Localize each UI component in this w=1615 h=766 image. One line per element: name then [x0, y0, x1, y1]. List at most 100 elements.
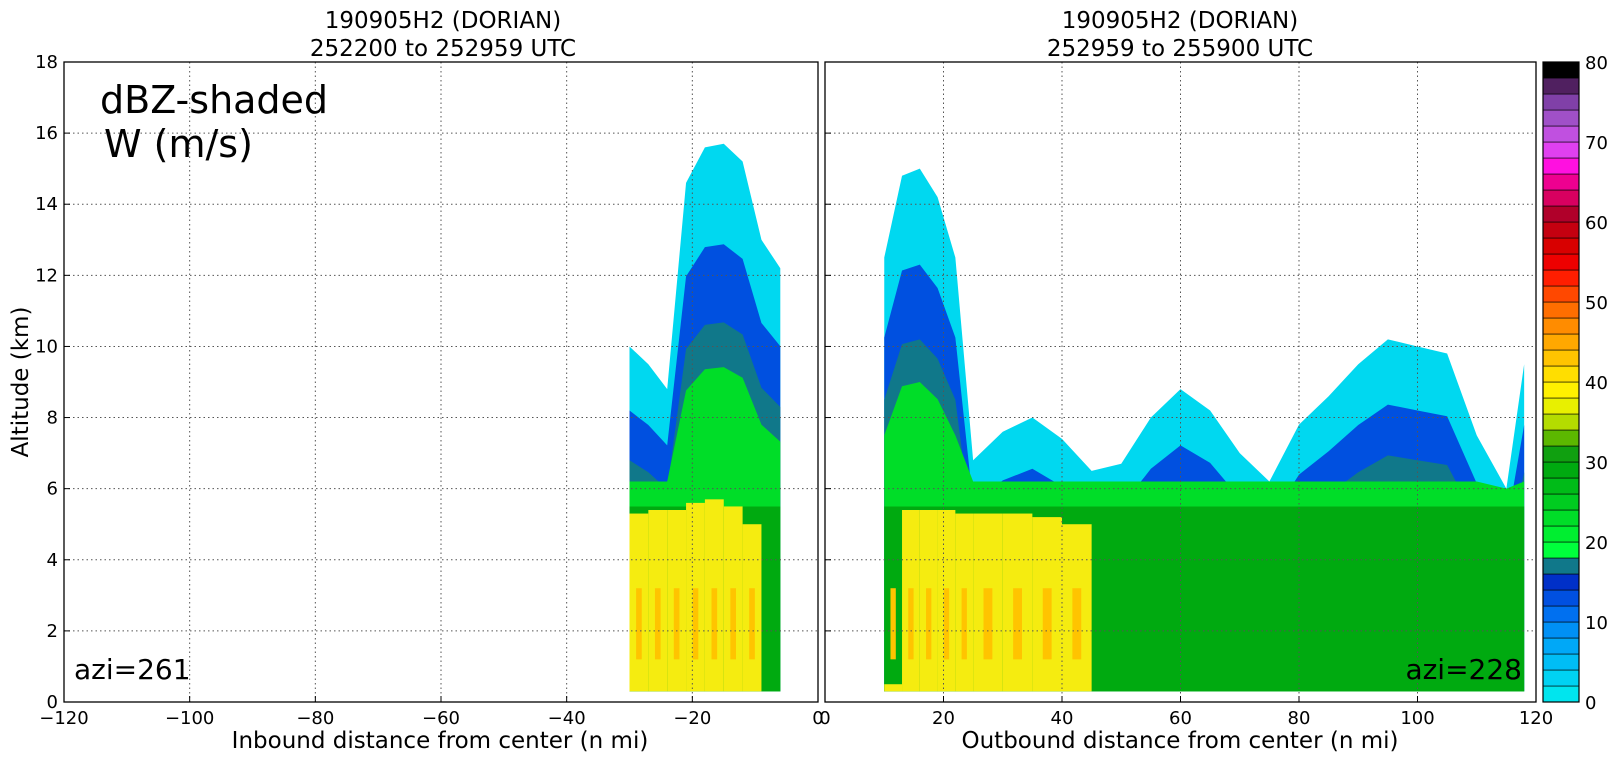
colorbar-tick-label: 60	[1585, 213, 1608, 234]
ytick-label: 18	[35, 52, 58, 73]
left-core-cell	[673, 588, 680, 660]
right-core-cell	[926, 588, 932, 660]
left-xtick-label: −40	[548, 708, 586, 729]
colorbar-swatch	[1542, 637, 1580, 655]
colorbar-swatch	[1542, 669, 1580, 687]
right-core-cell	[983, 588, 993, 660]
left-xtick-label: −80	[296, 708, 334, 729]
right-title-line1: 190905H2 (DORIAN)	[1062, 8, 1299, 34]
left-core-cell	[730, 588, 737, 660]
colorbar-swatch	[1542, 477, 1580, 495]
colorbar-swatch	[1542, 573, 1580, 591]
right-xtick-label: 100	[1400, 708, 1434, 729]
colorbar-swatch	[1542, 317, 1580, 335]
colorbar-frame	[1542, 61, 1580, 703]
colorbar-swatch	[1542, 413, 1580, 431]
right-xtick-label: 120	[1519, 708, 1553, 729]
colorbar-tick-label: 20	[1585, 533, 1608, 554]
left-xtick-label: 0	[812, 708, 823, 729]
colorbar-tick-label: 50	[1585, 293, 1608, 314]
colorbar-swatch	[1542, 301, 1580, 319]
left-title-line1: 190905H2 (DORIAN)	[325, 8, 562, 34]
left-xtick-label: −120	[39, 708, 88, 729]
ytick-label: 2	[47, 621, 58, 642]
right-core-cell	[961, 588, 967, 660]
colorbar-tick-label: 40	[1585, 373, 1608, 394]
right-core-cell	[890, 588, 896, 660]
colorbar-swatch	[1542, 349, 1580, 367]
colorbar-swatch	[1542, 589, 1580, 607]
ytick-label: 14	[35, 194, 58, 215]
left-xtick-label: −20	[673, 708, 711, 729]
ytick-label: 4	[47, 550, 58, 571]
colorbar-swatch	[1542, 509, 1580, 527]
right-core-cell	[908, 588, 914, 660]
colorbar-swatch	[1542, 157, 1580, 175]
right-xtick-label: 40	[1051, 708, 1074, 729]
ytick-label: 12	[35, 265, 58, 286]
colorbar-swatch	[1542, 285, 1580, 303]
colorbar-swatch	[1542, 461, 1580, 479]
colorbar-swatch	[1542, 397, 1580, 415]
colorbar-tick-label: 0	[1585, 693, 1596, 714]
colorbar-swatch	[1542, 189, 1580, 207]
colorbar-swatch	[1542, 653, 1580, 671]
left-xtick-label: −100	[165, 708, 214, 729]
right-core-cell	[1042, 588, 1052, 660]
right-reflectivity-field	[884, 168, 1525, 692]
right-core-cell	[943, 588, 950, 660]
colorbar-swatch	[1542, 141, 1580, 159]
colorbar-swatch	[1542, 77, 1580, 95]
colorbar-swatch	[1542, 621, 1580, 639]
right-xtick-label: 0	[819, 708, 830, 729]
colorbar-swatch	[1542, 541, 1580, 559]
left-panel: −120 −100 −80 −60 −40 −20 0 0 2 4 6 8 10 12 14 16 18 190…	[8, 8, 824, 754]
azimuth-label-right: azi=228	[1405, 653, 1522, 686]
right-core-cell	[1013, 588, 1023, 660]
colorbar-swatch	[1542, 429, 1580, 447]
colorbar-swatch	[1542, 205, 1580, 223]
left-grid	[64, 62, 818, 702]
colorbar-tick-label: 30	[1585, 453, 1608, 474]
colorbar-swatch	[1542, 525, 1580, 543]
colorbar-swatch	[1542, 109, 1580, 127]
colorbar-swatch	[1542, 493, 1580, 511]
left-xtick-label: −60	[422, 708, 460, 729]
ytick-label: 8	[47, 408, 58, 429]
ytick-label: 16	[35, 123, 58, 144]
left-title-line2: 252200 to 252959 UTC	[310, 36, 576, 62]
right-x-axis-label: Outbound distance from center (n mi)	[962, 728, 1399, 754]
colorbar-swatch	[1542, 445, 1580, 463]
left-core-cell	[654, 588, 661, 660]
right-xtick-label: 20	[932, 708, 955, 729]
right-core-cell	[1072, 588, 1082, 660]
right-panel: 0 20 40 60 80 100 120 190905H2 (DORIAN) 252959…	[819, 8, 1553, 754]
right-high-reflectivity-cell	[884, 684, 903, 692]
colorbar-swatch	[1542, 253, 1580, 271]
left-core-cell	[692, 588, 699, 660]
right-title-line2: 252959 to 255900 UTC	[1047, 36, 1313, 62]
ytick-label: 10	[35, 336, 58, 357]
colorbar-swatch	[1542, 381, 1580, 399]
colorbar-swatch	[1542, 221, 1580, 239]
colorbar-swatch	[1542, 365, 1580, 383]
ytick-label: 0	[47, 692, 58, 713]
colorbar-swatch	[1542, 333, 1580, 351]
ytick-label: 6	[47, 479, 58, 500]
y-axis-label: Altitude (km)	[8, 307, 34, 458]
left-x-axis-label: Inbound distance from center (n mi)	[232, 728, 649, 754]
colorbar-swatch	[1542, 605, 1580, 623]
colorbar-swatch	[1542, 93, 1580, 111]
left-core-cell	[636, 588, 642, 660]
right-grid	[825, 62, 1536, 702]
colorbar-tick-label: 80	[1585, 53, 1608, 74]
colorbar-tick-label: 10	[1585, 613, 1608, 634]
azimuth-label-left: azi=261	[74, 653, 191, 686]
colorbar-tick-label: 70	[1585, 133, 1608, 154]
right-xtick-label: 80	[1288, 708, 1311, 729]
colorbar-swatch	[1542, 125, 1580, 143]
colorbar-swatch	[1542, 237, 1580, 255]
dbz-shaded-annotation: dBZ-shaded	[100, 78, 328, 122]
